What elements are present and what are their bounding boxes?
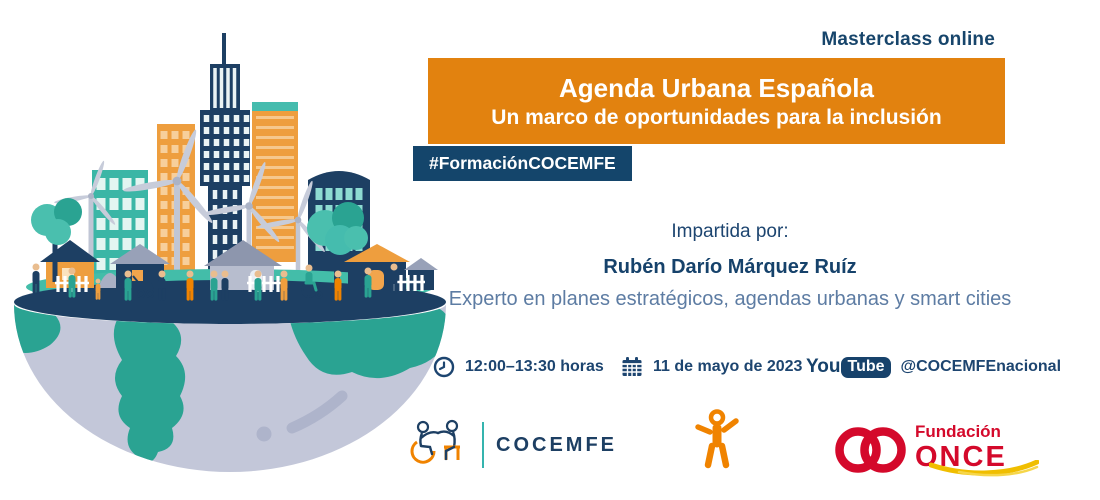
youtube-logo-tube: Tube [841,356,891,378]
fundacion-label: Fundación [915,422,1001,441]
hashtag-badge: #FormaciónCOCEMFE [413,146,632,181]
speaker-block: Impartida por: Rubén Darío Márquez Ruíz … [430,221,1030,311]
calendar-icon [622,357,642,376]
speaker-name: Rubén Darío Márquez Ruíz [603,256,857,278]
youtube-handle: @COCEMFEnacional [900,358,1062,375]
event-subtitle: Un marco de oportunidades para la inclus… [491,105,942,129]
people-figures [32,263,398,301]
houses-and-trees [31,198,438,292]
cocemfe-wordmark: COCEMFE [496,433,617,456]
event-time: 12:00–13:30 horas [432,354,604,380]
accessibility-person-icon [695,409,739,469]
cocemfe-logo-icon [410,419,460,464]
event-type-label: Masterclass online [821,29,995,50]
event-title: Agenda Urbana Española [559,72,874,103]
speaker-role: Experto en planes estratégicos, agendas … [448,288,1012,310]
youtube-channel: You Tube @COCEMFEnacional [806,354,1061,380]
event-date-label: 11 de mayo de 2023 [653,358,803,375]
youtube-logo: You Tube [806,356,891,378]
cocemfe-logo: COCEMFE [408,416,617,474]
fundacion-once-wordmark: Fundación ONCE [915,418,1039,477]
city-globe-illustration [14,33,446,472]
event-banner: Agenda Urbana Española Un marco de oport… [428,58,1005,144]
once-swoosh-icon [929,460,1039,477]
event-time-label: 12:00–13:30 horas [465,358,604,375]
fundacion-once-rings-icon [835,427,906,473]
youtube-logo-you: You [806,356,841,377]
logo-divider [482,422,484,468]
event-date: 11 de mayo de 2023 [620,354,802,380]
fundacion-once-logo: Fundación ONCE [834,418,1039,480]
speaker-intro: Impartida por: [671,221,789,242]
clock-icon [433,356,455,378]
